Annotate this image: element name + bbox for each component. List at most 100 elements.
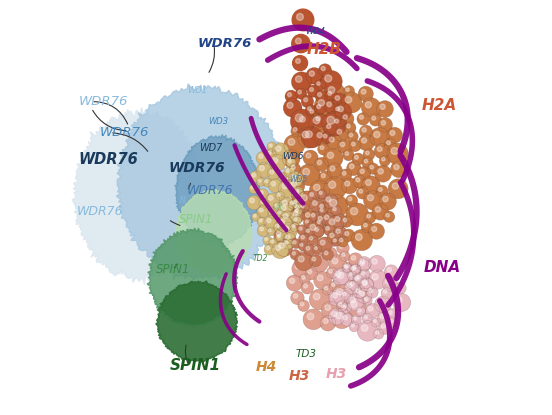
Circle shape [328, 254, 347, 273]
Circle shape [307, 107, 319, 119]
Circle shape [341, 313, 354, 326]
Circle shape [314, 96, 334, 115]
Circle shape [386, 141, 390, 144]
Circle shape [357, 288, 372, 303]
Circle shape [359, 269, 370, 280]
Circle shape [351, 229, 373, 251]
Circle shape [312, 225, 324, 237]
Circle shape [293, 211, 298, 216]
Circle shape [298, 242, 307, 251]
Circle shape [351, 315, 362, 325]
Circle shape [342, 178, 358, 194]
Circle shape [359, 189, 363, 193]
Text: DNA: DNA [423, 260, 460, 275]
Circle shape [265, 180, 268, 183]
Circle shape [347, 298, 366, 317]
Circle shape [323, 148, 343, 168]
Circle shape [309, 113, 330, 134]
Circle shape [333, 105, 345, 117]
Circle shape [395, 282, 406, 294]
Circle shape [380, 314, 384, 318]
Circle shape [335, 119, 338, 123]
Circle shape [312, 201, 317, 205]
Circle shape [257, 163, 272, 178]
Circle shape [367, 215, 370, 218]
Circle shape [266, 193, 280, 207]
Circle shape [291, 72, 311, 92]
Circle shape [344, 280, 359, 294]
Circle shape [302, 210, 317, 224]
Circle shape [372, 259, 377, 264]
Circle shape [267, 218, 271, 223]
Circle shape [291, 175, 296, 179]
Circle shape [251, 186, 254, 189]
Circle shape [325, 215, 329, 220]
Circle shape [307, 190, 319, 202]
Circle shape [337, 236, 348, 247]
Circle shape [380, 104, 385, 110]
Circle shape [343, 305, 346, 308]
Circle shape [326, 227, 330, 230]
Circle shape [351, 282, 354, 286]
Circle shape [288, 160, 291, 163]
Circle shape [267, 168, 280, 180]
Circle shape [299, 203, 309, 213]
Circle shape [331, 239, 334, 242]
Circle shape [321, 301, 339, 319]
Circle shape [363, 281, 367, 286]
Circle shape [247, 195, 262, 210]
Circle shape [368, 223, 384, 239]
Circle shape [368, 255, 385, 272]
Circle shape [378, 118, 392, 132]
Circle shape [315, 227, 319, 231]
Circle shape [259, 154, 263, 159]
Circle shape [297, 225, 307, 235]
Circle shape [320, 146, 324, 149]
Circle shape [328, 290, 345, 306]
Circle shape [319, 207, 327, 216]
Circle shape [325, 251, 328, 255]
Polygon shape [147, 228, 238, 327]
Circle shape [322, 212, 336, 226]
Circle shape [325, 247, 337, 260]
Circle shape [293, 203, 305, 215]
Circle shape [336, 312, 342, 319]
Circle shape [276, 146, 281, 151]
Circle shape [283, 200, 287, 205]
Circle shape [299, 233, 310, 244]
Circle shape [276, 233, 284, 242]
Circle shape [259, 166, 264, 171]
Circle shape [379, 188, 382, 191]
Circle shape [329, 219, 335, 225]
Circle shape [371, 318, 381, 327]
Circle shape [311, 254, 328, 272]
Circle shape [295, 252, 313, 271]
Circle shape [324, 177, 347, 199]
Circle shape [270, 240, 274, 243]
Circle shape [274, 229, 288, 243]
Circle shape [329, 137, 334, 142]
Text: SPIN1: SPIN1 [156, 263, 190, 276]
Text: WD1: WD1 [187, 85, 208, 95]
Circle shape [317, 275, 323, 281]
Circle shape [370, 127, 389, 147]
Circle shape [378, 312, 390, 325]
Circle shape [328, 237, 338, 247]
Circle shape [302, 168, 310, 175]
Circle shape [365, 180, 371, 186]
Circle shape [272, 242, 289, 259]
Circle shape [374, 132, 380, 138]
Circle shape [343, 85, 354, 97]
Circle shape [319, 217, 322, 220]
Circle shape [284, 134, 305, 155]
Circle shape [320, 240, 325, 245]
Polygon shape [175, 134, 261, 247]
Circle shape [362, 313, 373, 323]
Circle shape [349, 322, 359, 332]
Circle shape [365, 102, 371, 108]
Circle shape [315, 80, 325, 90]
Circle shape [294, 200, 298, 204]
Circle shape [390, 320, 392, 323]
Circle shape [346, 88, 349, 91]
Circle shape [278, 203, 293, 217]
